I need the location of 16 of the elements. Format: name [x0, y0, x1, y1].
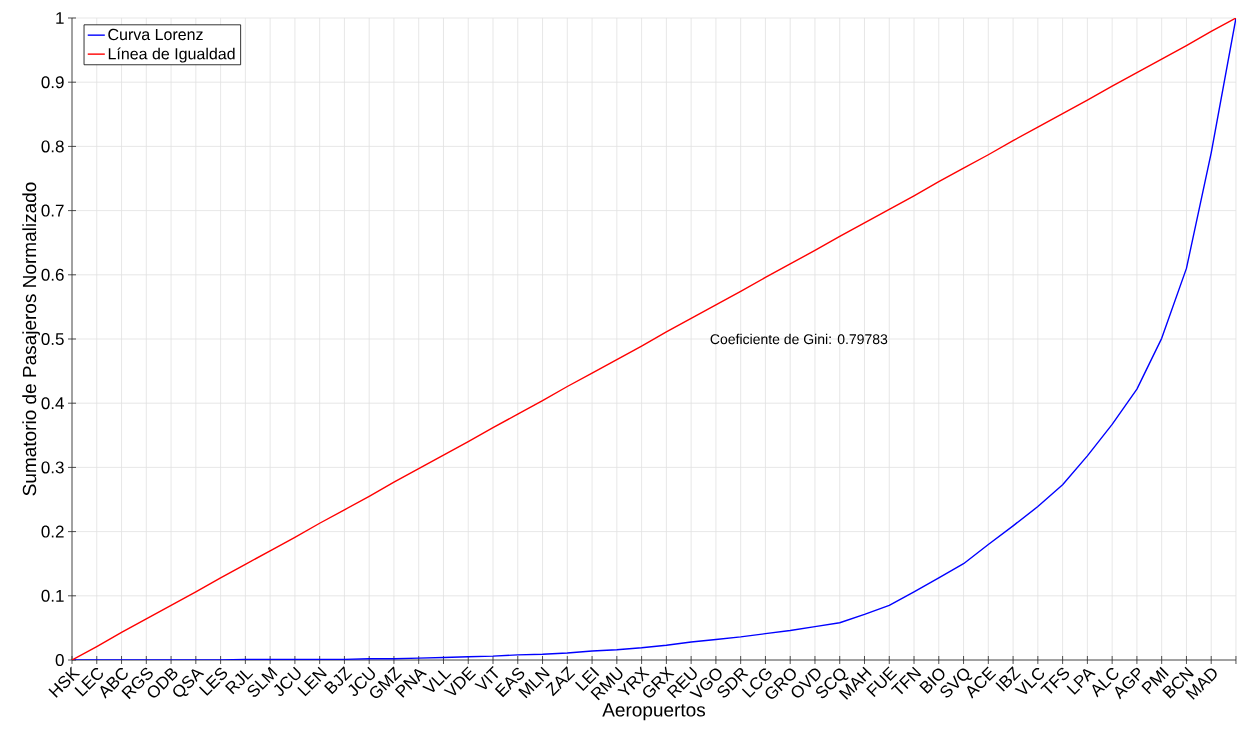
y-axis-title: Sumatorio de Pasajeros Normalizado: [22, 182, 40, 496]
x-axis-title: Aeropuertos: [602, 703, 706, 721]
y-tick-label: 0.5: [41, 332, 64, 346]
annotation: Coeficiente de Gini: 0.79783: [710, 333, 888, 345]
legend-label: Curva Lorenz: [108, 28, 203, 41]
y-tick-label: 0.7: [41, 204, 64, 217]
y-tick-label: 0.3: [41, 461, 64, 474]
y-tick-label: 0.8: [41, 140, 64, 153]
y-tick-label: 0.6: [41, 268, 64, 281]
y-tick-label: 0: [55, 653, 64, 667]
y-tick-label: 0.9: [41, 76, 64, 89]
y-tick-label: 0.2: [41, 525, 64, 538]
legend-label: Línea de Igualdad: [108, 47, 235, 63]
y-tick-label: 0.1: [41, 589, 64, 602]
y-tick-label: 1: [56, 12, 64, 24]
y-tick-label: 0.4: [41, 397, 64, 410]
